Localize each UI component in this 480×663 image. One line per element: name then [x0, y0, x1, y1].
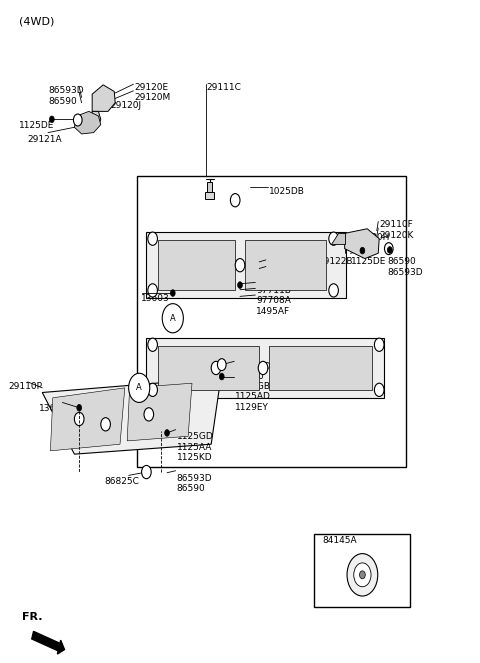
Text: A: A: [170, 314, 176, 323]
Circle shape: [384, 243, 393, 255]
Polygon shape: [92, 85, 115, 111]
Circle shape: [360, 247, 365, 254]
Circle shape: [148, 383, 157, 396]
Text: 86590
86593D: 86590 86593D: [388, 257, 423, 276]
Text: A: A: [136, 383, 142, 392]
Text: 29121A: 29121A: [28, 135, 62, 145]
Text: 29130H: 29130H: [354, 233, 390, 243]
Circle shape: [386, 245, 391, 252]
Text: 29110F
29120K: 29110F 29120K: [379, 220, 414, 239]
Circle shape: [150, 286, 156, 294]
Circle shape: [374, 383, 384, 396]
Polygon shape: [269, 346, 372, 390]
Text: 29110P: 29110P: [9, 382, 43, 391]
Circle shape: [387, 247, 392, 253]
Polygon shape: [158, 346, 259, 390]
Text: 13603: 13603: [141, 294, 170, 304]
Polygon shape: [158, 240, 235, 290]
Circle shape: [235, 259, 245, 272]
Text: 97711B
97708A
1495AF: 97711B 97708A 1495AF: [256, 286, 291, 316]
Circle shape: [360, 571, 365, 579]
Text: 86593D
86590: 86593D 86590: [177, 474, 212, 493]
Circle shape: [217, 359, 226, 371]
Circle shape: [74, 412, 84, 426]
Circle shape: [258, 361, 268, 375]
Circle shape: [211, 361, 221, 375]
Bar: [137, 176, 406, 467]
Circle shape: [75, 117, 80, 123]
Text: 86593D
86590: 86593D 86590: [48, 86, 84, 105]
Text: 86825C: 86825C: [105, 477, 140, 487]
Polygon shape: [50, 388, 125, 451]
Circle shape: [376, 341, 382, 349]
Text: 1125DE: 1125DE: [351, 257, 387, 267]
Polygon shape: [146, 338, 384, 398]
Circle shape: [49, 116, 54, 123]
Circle shape: [144, 408, 154, 421]
Circle shape: [232, 196, 238, 204]
Bar: [314, 534, 410, 607]
Circle shape: [129, 373, 150, 402]
Polygon shape: [74, 111, 101, 134]
Circle shape: [237, 261, 243, 269]
Text: 29111C: 29111C: [206, 83, 241, 92]
Text: 1025DB: 1025DB: [269, 187, 305, 196]
Circle shape: [144, 468, 149, 476]
Text: (4WD): (4WD): [19, 17, 55, 27]
Circle shape: [101, 418, 110, 431]
Circle shape: [150, 386, 156, 394]
Text: 1125GD
1125AA
1125KD: 1125GD 1125AA 1125KD: [177, 432, 214, 462]
Bar: [207, 182, 212, 192]
FancyArrow shape: [32, 631, 64, 654]
Circle shape: [331, 286, 336, 294]
Circle shape: [260, 364, 266, 372]
Circle shape: [162, 304, 183, 333]
Circle shape: [219, 373, 224, 380]
Circle shape: [331, 235, 336, 243]
Circle shape: [150, 341, 156, 349]
Text: 86593D
86590: 86593D 86590: [235, 362, 271, 381]
Circle shape: [165, 430, 169, 436]
Text: 29122B: 29122B: [319, 257, 353, 267]
Circle shape: [213, 364, 219, 372]
Circle shape: [103, 420, 108, 428]
Circle shape: [347, 554, 378, 596]
Text: FR.: FR.: [22, 612, 42, 622]
Circle shape: [329, 284, 338, 297]
Circle shape: [354, 563, 371, 587]
Circle shape: [146, 410, 152, 418]
Circle shape: [148, 338, 157, 351]
Circle shape: [150, 235, 156, 243]
Circle shape: [77, 404, 82, 411]
Circle shape: [73, 114, 82, 126]
Polygon shape: [92, 111, 101, 126]
Circle shape: [230, 194, 240, 207]
Circle shape: [219, 361, 224, 368]
Circle shape: [374, 338, 384, 351]
Text: 1125DE: 1125DE: [19, 121, 55, 130]
Circle shape: [148, 232, 157, 245]
Circle shape: [376, 386, 382, 394]
Text: 29120J: 29120J: [110, 101, 142, 110]
Text: 84145A: 84145A: [323, 536, 357, 545]
Polygon shape: [331, 233, 345, 244]
Bar: [205, 192, 214, 199]
Text: 1125GB
1125AD
1129EY: 1125GB 1125AD 1129EY: [235, 382, 271, 412]
Circle shape: [170, 290, 175, 296]
Text: 84219E
1025DB: 84219E 1025DB: [267, 265, 303, 284]
Circle shape: [329, 232, 338, 245]
Circle shape: [142, 465, 151, 479]
Text: 13603: 13603: [39, 404, 68, 414]
Polygon shape: [127, 383, 192, 441]
Polygon shape: [42, 378, 221, 454]
Circle shape: [76, 415, 82, 423]
Polygon shape: [345, 229, 379, 259]
Circle shape: [238, 282, 242, 288]
Polygon shape: [146, 232, 346, 298]
Polygon shape: [245, 240, 326, 290]
Text: 29120E
29120M: 29120E 29120M: [134, 83, 171, 102]
Circle shape: [148, 284, 157, 297]
